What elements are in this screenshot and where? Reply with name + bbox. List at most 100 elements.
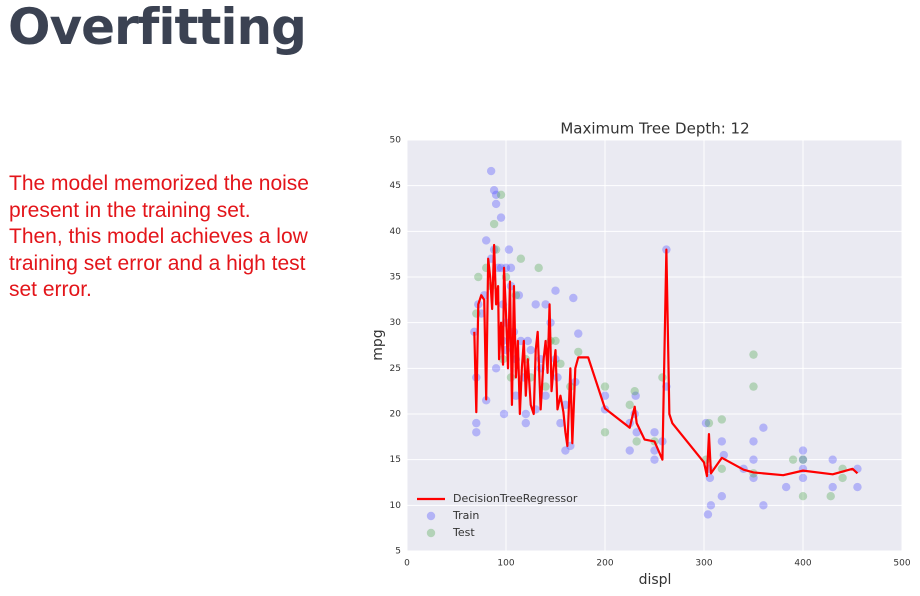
point bbox=[759, 501, 768, 510]
line bbox=[473, 243, 859, 478]
point bbox=[516, 254, 526, 263]
point bbox=[788, 455, 798, 464]
x-tick-label: 0 bbox=[404, 559, 410, 569]
point bbox=[534, 263, 543, 273]
x-axis-label: displ bbox=[639, 572, 672, 588]
point bbox=[749, 473, 758, 483]
point bbox=[556, 418, 565, 428]
point bbox=[511, 391, 521, 400]
slide-text: The model memorized the noise present in … bbox=[9, 171, 309, 304]
plot-background bbox=[407, 140, 902, 551]
point bbox=[514, 291, 524, 300]
chart-title: Maximum Tree Depth: 12 bbox=[560, 120, 749, 138]
point bbox=[491, 364, 501, 373]
y-tick-label: 20 bbox=[390, 410, 402, 420]
point bbox=[541, 382, 550, 391]
point bbox=[853, 482, 862, 492]
x-tick-label: 500 bbox=[893, 559, 910, 569]
y-tick-label: 30 bbox=[390, 318, 402, 328]
point bbox=[650, 428, 659, 437]
legend-label: Test bbox=[452, 526, 475, 539]
y-tick-label: 35 bbox=[390, 273, 401, 283]
point bbox=[561, 446, 570, 455]
point bbox=[474, 272, 483, 282]
point bbox=[826, 492, 835, 501]
point bbox=[704, 418, 714, 428]
point bbox=[551, 336, 560, 346]
point bbox=[521, 418, 530, 428]
point bbox=[630, 386, 639, 396]
point bbox=[798, 455, 808, 464]
point bbox=[574, 329, 583, 338]
point bbox=[749, 350, 758, 359]
point bbox=[781, 482, 791, 492]
point bbox=[828, 455, 837, 464]
y-tick-label: 5 bbox=[395, 547, 401, 557]
point bbox=[798, 473, 808, 483]
point bbox=[717, 437, 727, 446]
y-tick-label: 50 bbox=[390, 136, 402, 146]
text-line: Then, this model achieves a low bbox=[9, 225, 308, 248]
point bbox=[574, 347, 583, 357]
y-tick-label: 45 bbox=[390, 181, 401, 191]
point bbox=[556, 359, 565, 368]
point bbox=[541, 300, 550, 309]
point bbox=[632, 428, 641, 437]
point bbox=[600, 391, 610, 400]
point bbox=[504, 245, 514, 254]
y-tick-label: 40 bbox=[390, 227, 402, 237]
x-tick-label: 300 bbox=[695, 559, 712, 569]
legend-label: DecisionTreeRegressor bbox=[453, 492, 578, 505]
legend-swatch bbox=[426, 511, 436, 521]
point bbox=[551, 286, 560, 295]
point bbox=[531, 300, 540, 309]
point bbox=[521, 409, 530, 419]
legend-swatch bbox=[426, 528, 436, 538]
point bbox=[631, 391, 640, 400]
point bbox=[569, 293, 578, 303]
point bbox=[701, 418, 711, 428]
point bbox=[650, 455, 659, 464]
point bbox=[838, 473, 847, 483]
point bbox=[523, 336, 532, 346]
point bbox=[506, 263, 516, 273]
point bbox=[600, 382, 610, 391]
point bbox=[658, 373, 667, 382]
point bbox=[717, 492, 727, 501]
point bbox=[717, 415, 727, 424]
slide-title: Overfitting bbox=[8, 0, 307, 56]
point bbox=[526, 345, 535, 355]
text-line: present in the training set. bbox=[9, 198, 251, 222]
point bbox=[491, 190, 501, 199]
point bbox=[749, 382, 758, 391]
y-tick-label: 25 bbox=[390, 364, 401, 374]
point bbox=[600, 428, 610, 437]
point bbox=[703, 510, 713, 519]
point bbox=[625, 400, 634, 410]
point bbox=[625, 446, 634, 455]
point bbox=[499, 409, 509, 419]
point bbox=[491, 199, 501, 209]
point bbox=[489, 219, 499, 229]
y-tick-label: 15 bbox=[390, 455, 401, 465]
point bbox=[706, 501, 716, 510]
x-tick-label: 100 bbox=[497, 559, 514, 569]
text-line: The model memorized the noise bbox=[9, 172, 309, 195]
point bbox=[749, 437, 758, 446]
point bbox=[759, 423, 768, 432]
y-tick-label: 10 bbox=[390, 501, 402, 511]
point bbox=[472, 428, 481, 437]
y-axis-label: mpg bbox=[370, 329, 386, 360]
point bbox=[496, 213, 506, 222]
point bbox=[798, 446, 808, 455]
point bbox=[541, 391, 550, 400]
point bbox=[486, 166, 496, 176]
point bbox=[482, 236, 491, 245]
x-tick-label: 200 bbox=[596, 559, 613, 569]
point bbox=[472, 418, 481, 428]
point bbox=[828, 482, 837, 492]
point bbox=[632, 437, 641, 446]
point bbox=[749, 455, 758, 464]
